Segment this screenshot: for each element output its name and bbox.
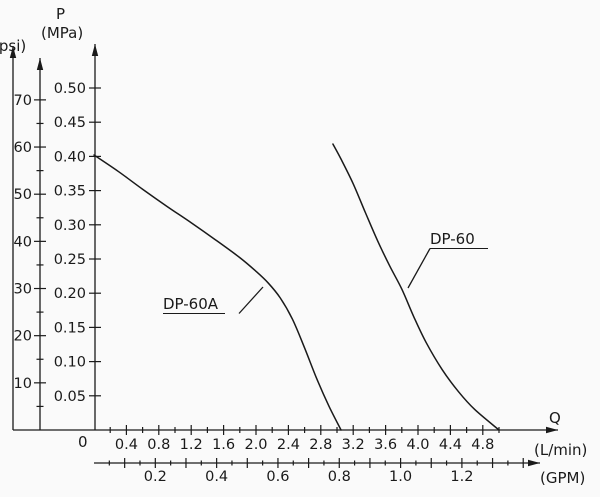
svg-text:4.8: 4.8 (471, 437, 494, 453)
series-label-dp60: DP-60 (430, 230, 488, 249)
svg-text:1.6: 1.6 (212, 437, 235, 453)
svg-text:0.4: 0.4 (115, 437, 138, 453)
svg-text:1.0: 1.0 (389, 469, 412, 485)
svg-text:0.8: 0.8 (328, 469, 351, 485)
svg-text:50: 50 (14, 187, 32, 203)
svg-text:60: 60 (14, 140, 32, 156)
svg-text:30: 30 (14, 282, 32, 298)
svg-text:0.25: 0.25 (54, 252, 86, 268)
svg-text:2.4: 2.4 (277, 437, 300, 453)
svg-text:0.45: 0.45 (54, 115, 86, 131)
svg-text:0.15: 0.15 (54, 320, 86, 336)
svg-text:0.6: 0.6 (266, 469, 289, 485)
svg-text:0.50: 0.50 (54, 81, 86, 97)
svg-text:4.0: 4.0 (406, 437, 429, 453)
svg-text:0.35: 0.35 (54, 184, 86, 200)
x-axis-title: Q (549, 409, 561, 427)
series-label-dp60a: DP-60A (163, 295, 226, 314)
x-axis-unit-gpm: (GPM) (540, 469, 586, 487)
svg-text:2.0: 2.0 (244, 437, 267, 453)
svg-text:0.20: 0.20 (54, 286, 86, 302)
svg-text:20: 20 (14, 329, 32, 345)
y-axis-unit-psi: (psi) (0, 37, 27, 55)
svg-text:1.2: 1.2 (180, 437, 203, 453)
y-axis-unit-mpa: (MPa) (41, 24, 84, 42)
y-axis-title: P (56, 5, 66, 23)
svg-text:70: 70 (14, 93, 32, 109)
svg-text:2.8: 2.8 (309, 437, 332, 453)
svg-text:0.2: 0.2 (144, 469, 167, 485)
curve-dp-60 (332, 143, 500, 431)
x-axis-unit-lmin: (L/min) (534, 441, 588, 459)
svg-text:40: 40 (14, 234, 32, 250)
svg-text:0.05: 0.05 (54, 389, 86, 405)
svg-text:3.2: 3.2 (342, 437, 365, 453)
svg-text:0.8: 0.8 (147, 437, 170, 453)
svg-text:4.4: 4.4 (439, 437, 462, 453)
curve-dp-60a (93, 154, 342, 431)
svg-text:10: 10 (14, 376, 32, 392)
svg-text:3.6: 3.6 (374, 437, 397, 453)
svg-text:0.40: 0.40 (54, 149, 86, 165)
svg-text:0.10: 0.10 (54, 355, 86, 371)
origin-zero-label: 0 (78, 433, 88, 451)
svg-text:0.4: 0.4 (205, 469, 228, 485)
svg-text:0.30: 0.30 (54, 218, 86, 234)
svg-text:1.2: 1.2 (450, 469, 473, 485)
